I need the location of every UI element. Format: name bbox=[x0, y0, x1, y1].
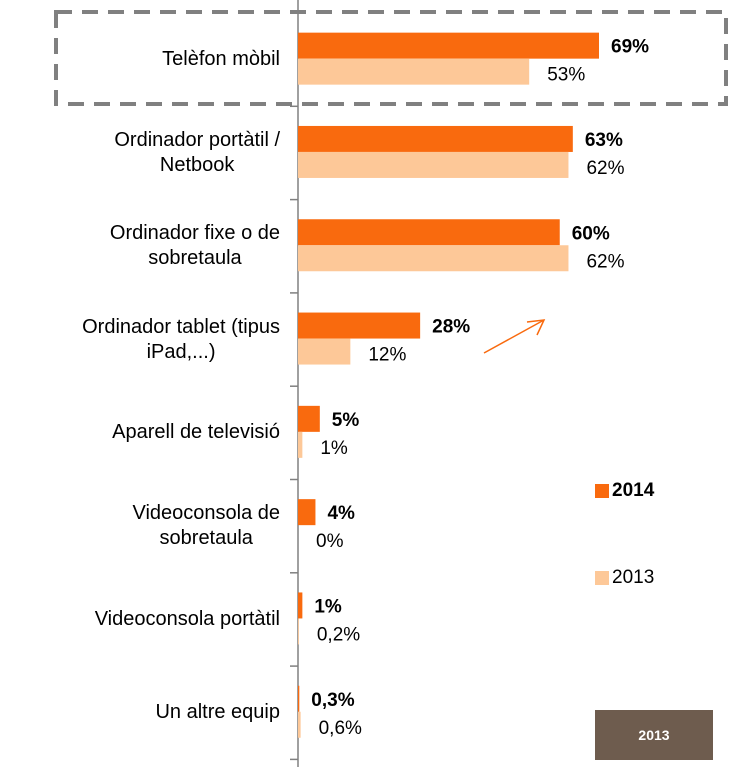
bar bbox=[298, 245, 569, 272]
bar bbox=[298, 711, 301, 738]
value-label: 0% bbox=[316, 531, 344, 552]
bar bbox=[298, 32, 599, 59]
value-label: 28% bbox=[432, 317, 470, 338]
category-text: Videoconsola portàtil bbox=[94, 607, 280, 630]
value-label: 12% bbox=[368, 345, 406, 366]
category-text: Ordinador tablet (tipus iPad,...) bbox=[82, 315, 280, 363]
bar bbox=[298, 312, 421, 339]
bar bbox=[298, 685, 300, 712]
bar bbox=[298, 405, 320, 432]
category-label: Telèfon mòbil bbox=[0, 20, 280, 100]
value-label: 60% bbox=[572, 223, 610, 244]
annotation-box: 2013 bbox=[595, 710, 713, 760]
category-label: Un altre equip bbox=[0, 673, 280, 753]
category-text: Telèfon mòbil bbox=[162, 48, 280, 71]
value-label: 62% bbox=[586, 158, 624, 179]
bar bbox=[298, 125, 573, 152]
bar bbox=[298, 219, 560, 246]
value-label: 4% bbox=[327, 503, 355, 524]
value-label: 1% bbox=[320, 438, 348, 459]
value-label: 0,3% bbox=[311, 690, 354, 711]
value-label: 62% bbox=[586, 251, 624, 272]
category-text: Ordinador portàtil / Netbook bbox=[114, 128, 280, 176]
value-label: 5% bbox=[332, 410, 360, 431]
value-label: 53% bbox=[547, 65, 585, 86]
category-label: Ordinador fixe o de sobretaula bbox=[0, 206, 280, 286]
category-text: Ordinador fixe o de sobretaula bbox=[109, 222, 280, 270]
value-label: 1% bbox=[314, 596, 342, 617]
bar bbox=[298, 592, 303, 619]
bar bbox=[298, 431, 303, 458]
bar bbox=[298, 151, 569, 178]
category-text: Videoconsola de sobretaula bbox=[132, 502, 280, 550]
category-label: Videoconsola portàtil bbox=[0, 579, 280, 659]
legend-swatch bbox=[595, 484, 609, 498]
bar bbox=[298, 338, 351, 365]
arrow bbox=[483, 319, 545, 354]
bar bbox=[298, 499, 316, 526]
category-text: Un altre equip bbox=[155, 701, 280, 724]
category-label: Videoconsola de sobretaula bbox=[0, 486, 280, 566]
legend-swatch bbox=[595, 571, 609, 585]
arrow-head bbox=[526, 319, 546, 336]
legend-label: 2013 bbox=[612, 567, 654, 588]
value-label: 63% bbox=[585, 130, 623, 151]
category-label: Ordinador tablet (tipus iPad,...) bbox=[0, 300, 280, 380]
category-text: Aparell de televisió bbox=[112, 421, 280, 444]
highlight-box bbox=[54, 10, 728, 106]
category-label: Aparell de televisió bbox=[0, 393, 280, 473]
bar bbox=[298, 58, 530, 85]
value-label: 0,6% bbox=[319, 718, 362, 739]
bar bbox=[298, 618, 299, 645]
value-label: 69% bbox=[611, 37, 649, 58]
legend-label: 2014 bbox=[612, 480, 655, 501]
value-label: 0,2% bbox=[317, 624, 360, 645]
category-label: Ordinador portàtil / Netbook bbox=[0, 113, 280, 193]
